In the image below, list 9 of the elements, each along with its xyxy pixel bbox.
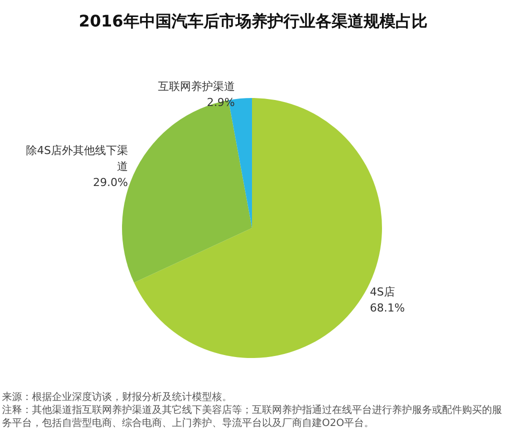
source-note: 来源：根据企业深度访谈，财报分析及统计模型核。: [2, 391, 232, 403]
data-label: 29.0%: [93, 176, 128, 189]
slice-label: 互联网养护渠道: [158, 80, 235, 94]
slice-label: 4S店: [370, 286, 395, 299]
data-label: 68.1%: [370, 302, 405, 315]
slice-label: 除4S店外其他线下渠道: [26, 144, 128, 173]
chart-title: 2016年中国汽车后市场养护行业各渠道规模占比: [78, 12, 428, 30]
data-label: 2.9%: [206, 96, 235, 110]
text: 注释：其他渠道指互联网养护渠道及其它线下美容店等；互联网养护指通过在线平台进行养护服务或配件购买的服务平台，包括自营型电商、综合电商、上门养护、导流平台以及厂商自建O2O平台。: [2, 404, 502, 429]
